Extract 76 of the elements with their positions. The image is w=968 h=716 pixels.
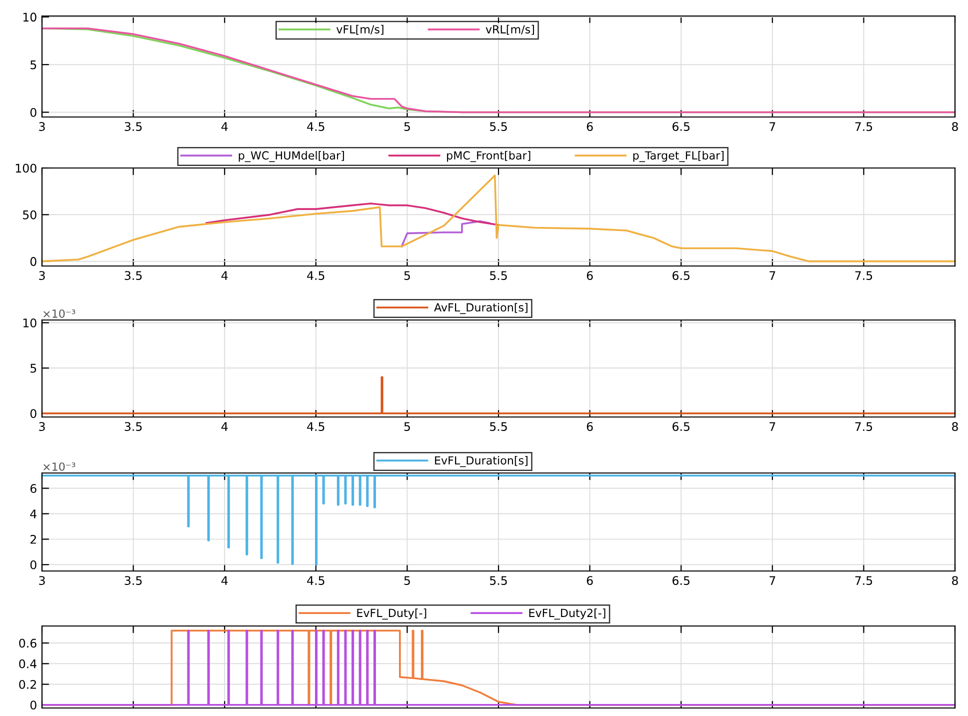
x-tick-label: 6.5 — [672, 422, 690, 431]
x-tick-label: 7 — [770, 271, 776, 280]
x-tick-label: 7 — [770, 422, 776, 431]
line-series — [400, 220, 490, 248]
x-tick-label: 7 — [770, 576, 776, 585]
x-tick-label: 3 — [39, 122, 45, 131]
y-tick-label: 0 — [30, 700, 36, 710]
y-tick-label: 0.2 — [19, 680, 36, 689]
line-series — [42, 174, 955, 262]
x-tick-label: 6.5 — [672, 271, 690, 280]
x-tick-label: 3.5 — [124, 422, 142, 431]
x-tick-label: 4 — [221, 271, 228, 280]
x-tick-label: 5.5 — [490, 422, 507, 431]
x-tick-label: 7.5 — [855, 271, 872, 280]
text: ×10⁻³ — [44, 462, 76, 471]
y-tick-label: 5 — [30, 60, 36, 70]
x-tick-label: 8 — [952, 422, 958, 431]
legend-label: p_WC_HUMdel[bar] — [238, 150, 344, 162]
x-tick-label: 4.5 — [307, 271, 324, 280]
legend-label: vFL[m/s] — [336, 24, 384, 35]
x-tick-label: 4.5 — [307, 576, 324, 585]
y-tick-label: 10 — [23, 318, 36, 328]
y-tick-label: 0 — [30, 257, 36, 266]
line-series — [205, 202, 500, 226]
x-tick-label: 6.5 — [672, 122, 690, 131]
x-tick-label: 5.5 — [490, 271, 507, 280]
x-tick-label: 4 — [221, 576, 228, 585]
y-tick-label: 4 — [30, 510, 36, 518]
line-series — [42, 630, 955, 706]
legend-label: EvFL_Duty2[-] — [529, 608, 606, 620]
legend-label: pMC_Front[bar] — [447, 150, 530, 162]
x-tick-label: 5 — [404, 422, 410, 431]
x-tick-label: 8 — [952, 122, 958, 131]
y-tick-label: 0 — [30, 560, 36, 570]
y-tick-label: 0.4 — [19, 659, 36, 668]
legend-label: AvFL_Duration[s] — [434, 302, 528, 314]
x-tick-label: 6 — [586, 271, 593, 280]
x-tick-label: 3 — [39, 576, 45, 585]
x-tick-label: 3.5 — [124, 122, 142, 131]
y-tick-label: 50 — [23, 210, 36, 220]
x-tick-label: 5.5 — [490, 576, 507, 585]
x-tick-label: 5 — [404, 271, 410, 280]
x-tick-label: 7.5 — [855, 122, 872, 131]
y-tick-label: 100 — [16, 164, 36, 173]
legend-label: vRL[m/s] — [486, 24, 534, 35]
x-tick-label: 3 — [39, 271, 45, 280]
y-tick-label: 2 — [30, 534, 36, 544]
x-tick-label: 6 — [586, 422, 593, 431]
y-tick-label: 0.6 — [19, 638, 36, 648]
x-tick-label: 6 — [586, 576, 593, 585]
y-tick-label: 6 — [30, 484, 36, 493]
x-tick-label: 3.5 — [124, 271, 142, 280]
x-tick-label: 4 — [221, 122, 228, 131]
y-tick-label: 10 — [23, 12, 36, 22]
x-tick-label: 6 — [586, 122, 593, 131]
x-tick-label: 6.5 — [672, 576, 690, 585]
x-tick-label: 7 — [770, 122, 776, 131]
x-tick-label: 5.5 — [490, 122, 507, 131]
x-tick-label: 4 — [221, 422, 228, 431]
line-series — [42, 474, 955, 566]
x-tick-label: 5 — [404, 122, 410, 131]
legend-label: EvFL_Duration[s] — [435, 456, 528, 468]
y-tick-label: 5 — [30, 364, 36, 373]
text: ×10⁻³ — [44, 309, 76, 318]
x-tick-label: 3 — [39, 422, 45, 431]
legend-label: p_Target_FL[bar] — [633, 150, 724, 162]
x-tick-label: 4.5 — [307, 122, 324, 131]
x-tick-label: 4.5 — [307, 422, 324, 431]
y-tick-label: 0 — [30, 409, 36, 418]
x-tick-label: 7.5 — [855, 576, 872, 585]
x-tick-label: 3.5 — [124, 576, 142, 585]
y-tick-label: 0 — [30, 108, 36, 117]
x-tick-label: 7.5 — [855, 422, 872, 431]
x-tick-label: 8 — [952, 576, 958, 585]
legend-label: EvFL_Duty[-] — [357, 608, 426, 620]
x-tick-label: 5 — [404, 576, 410, 585]
